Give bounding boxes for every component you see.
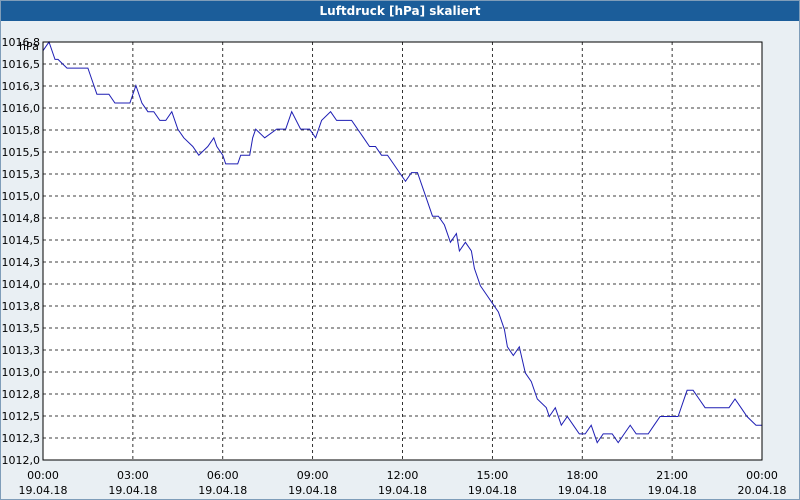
chart-title: Luftdruck [hPa] skaliert [1,1,799,21]
y-tick-label: 1012,0 [2,454,41,467]
x-tick-date: 19.04.18 [19,484,68,497]
x-tick-time: 06:00 [207,469,239,482]
x-tick-date: 19.04.18 [108,484,157,497]
x-tick-date: 20.04.18 [738,484,787,497]
y-tick-label: 1013,3 [2,344,41,357]
y-tick-label: 1016,0 [2,102,41,115]
x-tick-time: 00:00 [746,469,778,482]
y-tick-label: 1015,3 [2,168,41,181]
y-tick-label: 1014,8 [2,212,41,225]
x-tick-time: 00:00 [27,469,59,482]
y-tick-label: 1012,8 [2,388,41,401]
y-tick-label: 1016,8 [2,36,41,49]
y-tick-label: 1014,5 [2,234,41,247]
x-tick-date: 19.04.18 [468,484,517,497]
y-tick-label: 1016,3 [2,80,41,93]
x-tick-time: 15:00 [477,469,509,482]
x-tick-date: 19.04.18 [198,484,247,497]
y-axis-label: hPa [19,40,39,53]
x-tick-date: 19.04.18 [558,484,607,497]
y-tick-label: 1013,8 [2,300,41,313]
x-tick-time: 03:00 [117,469,149,482]
y-tick-label: 1015,0 [2,190,41,203]
y-tick-label: 1015,5 [2,146,41,159]
y-tick-labels: 1012,0 1012,3 1012,5 1012,8 1013,0 1013,3 1013… [2,36,41,467]
y-tick-label: 1014,3 [2,256,41,269]
x-tick-time: 21:00 [656,469,688,482]
y-tick-label: 1012,5 [2,410,41,423]
x-tick-date: 19.04.18 [378,484,427,497]
x-tick-labels: 00:00 19.04.18 03:00 19.04.18 06:00 19.04.18 0… [19,469,787,497]
grid-lines [43,42,762,460]
y-tick-label: 1014,0 [2,278,41,291]
x-tick-date: 19.04.18 [648,484,697,497]
series-line [42,40,762,444]
y-tick-label: 1016,5 [2,58,41,71]
x-tick-date: 19.04.18 [288,484,337,497]
y-tick-label: 1015,8 [2,124,41,137]
y-tick-label: 1013,5 [2,322,41,335]
plot-border [42,41,763,461]
x-tick-time: 18:00 [566,469,598,482]
x-tick-time: 12:00 [387,469,419,482]
y-tick-label: 1012,3 [2,432,41,445]
x-tick-time: 09:00 [297,469,329,482]
y-tick-label: 1013,0 [2,366,41,379]
